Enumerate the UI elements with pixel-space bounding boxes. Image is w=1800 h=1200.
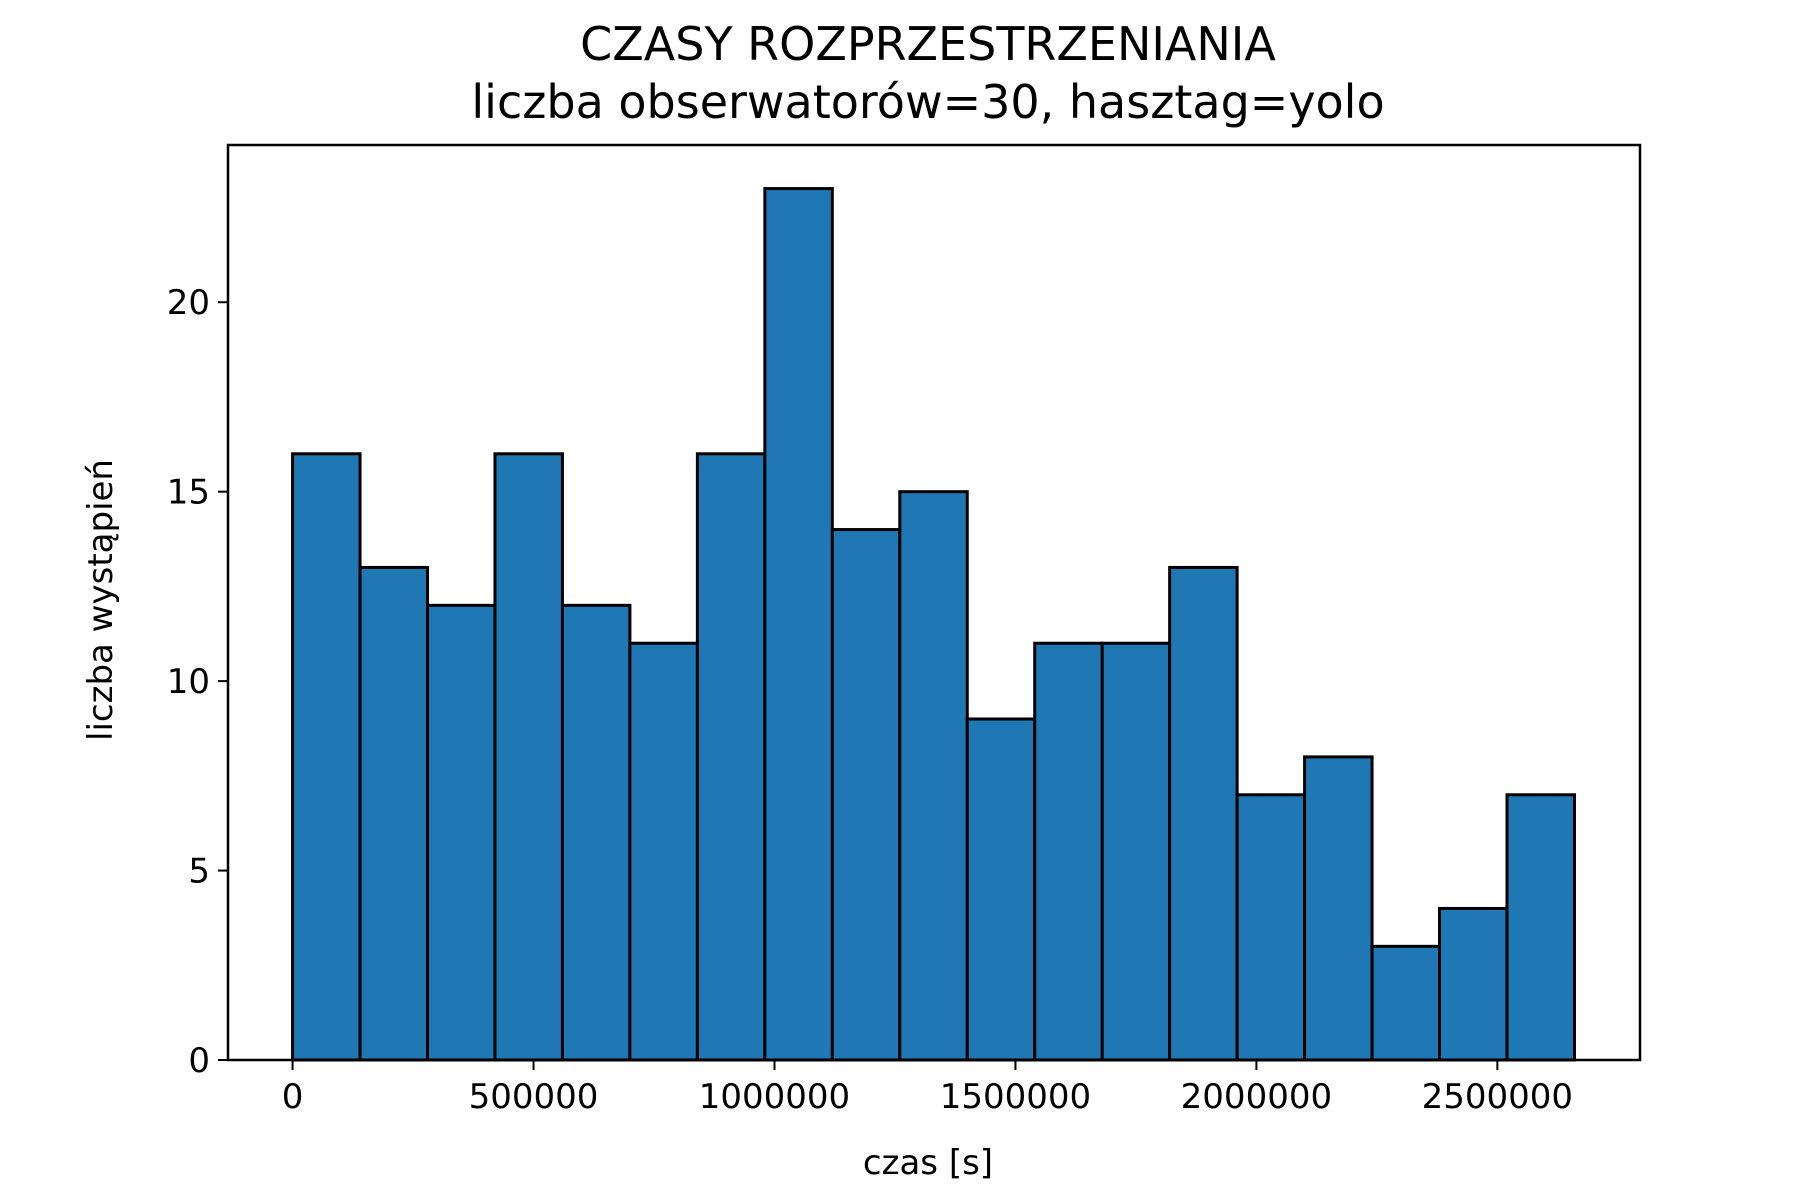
x-tick-label: 2000000 [1181, 1077, 1332, 1117]
histogram-bar [898, 490, 969, 1062]
bars-group [291, 187, 1576, 1062]
x-axis-label: czas [s] [863, 1143, 993, 1183]
y-tick-label: 0 [188, 1041, 210, 1081]
y-tick-label: 5 [188, 852, 210, 892]
histogram-bar [1303, 755, 1374, 1062]
histogram-bar [1235, 793, 1307, 1062]
y-axis-ticks: 0 5 10 15 20 [167, 283, 228, 1081]
histogram-bar [763, 187, 834, 1062]
chart-title: CZASY ROZPRZESTRZENIANIA [580, 17, 1276, 71]
histogram-bar [628, 641, 699, 1062]
y-axis-label: liczba wystąpień [81, 459, 121, 741]
plot-frame [226, 143, 1642, 1062]
histogram-bar [830, 528, 902, 1062]
histogram-bar [1100, 641, 1172, 1062]
histogram-bar [965, 717, 1037, 1062]
histogram-bar [1505, 793, 1576, 1062]
x-tick-label: 500000 [469, 1077, 599, 1117]
y-tick-label: 15 [167, 473, 210, 513]
histogram-bar [1168, 565, 1239, 1062]
histogram-bar [1370, 944, 1442, 1062]
y-tick-label: 20 [167, 283, 210, 323]
x-tick-label: 1000000 [699, 1077, 850, 1117]
x-axis-ticks: 0 500000 1000000 1500000 2000000 2500000 [282, 1060, 1573, 1117]
x-tick-label: 1500000 [940, 1077, 1091, 1117]
histogram-bar [1033, 641, 1104, 1062]
histogram-bar [560, 603, 632, 1062]
histogram-bar [291, 452, 362, 1062]
x-tick-label: 2500000 [1422, 1077, 1573, 1117]
histogram-bar [1438, 906, 1509, 1062]
y-tick-label: 10 [167, 662, 210, 702]
histogram-bar [426, 603, 497, 1062]
chart-subtitle: liczba obserwatorów=30, hasztag=yolo [471, 75, 1384, 129]
histogram-bar [695, 452, 767, 1062]
histogram-bar [358, 565, 430, 1062]
histogram-bar [493, 452, 564, 1062]
x-tick-label: 0 [282, 1077, 304, 1117]
